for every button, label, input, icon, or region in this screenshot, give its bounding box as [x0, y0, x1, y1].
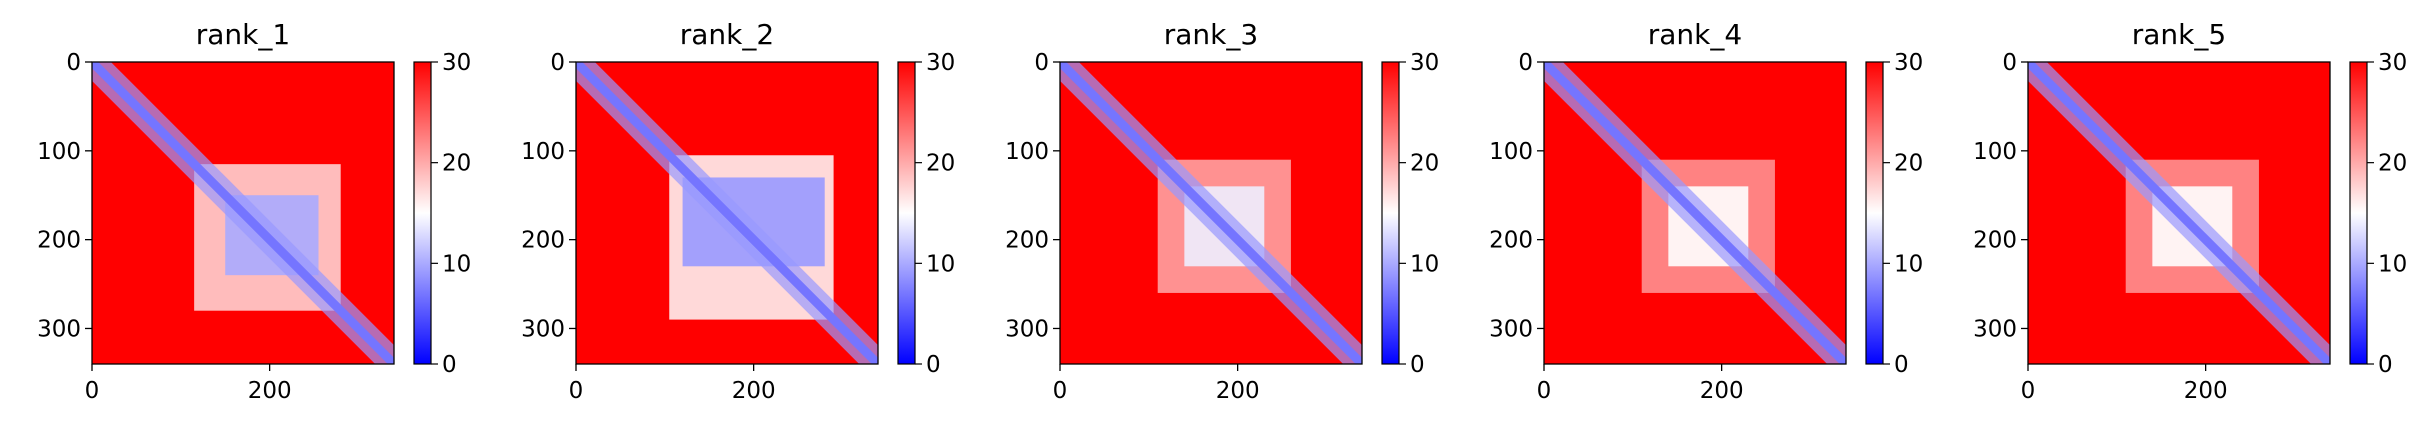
colorbar-tick-label: 10 — [1894, 251, 1923, 277]
plot-frame — [2027, 61, 2331, 365]
y-tick-label: 0 — [1518, 50, 1533, 76]
heatmap-image — [1544, 62, 1846, 364]
heatmap-image — [92, 62, 394, 364]
x-tick-label: 0 — [2021, 378, 2036, 404]
colorbar-tick-label: 30 — [1410, 50, 1439, 76]
colorbar — [897, 61, 916, 365]
colorbar-tick-label: 10 — [2378, 251, 2407, 277]
colorbar-tick-label: 10 — [926, 251, 955, 277]
near-diagonal-band — [1544, 62, 1846, 364]
colorbar-tick-label: 0 — [442, 352, 457, 378]
chart-title: rank_2 — [680, 18, 774, 51]
y-tick-label: 300 — [1005, 316, 1049, 342]
y-tick-label: 0 — [2002, 50, 2017, 76]
y-tick-label: 300 — [1973, 316, 2017, 342]
chart-title: rank_3 — [1164, 18, 1258, 51]
colorbar-tick-label: 30 — [442, 50, 471, 76]
plot-frame — [575, 61, 879, 365]
colorbar-tick-label: 10 — [1410, 251, 1439, 277]
y-tick-label: 300 — [37, 316, 81, 342]
y-tick-label: 0 — [1034, 50, 1049, 76]
x-tick-label: 200 — [732, 378, 776, 404]
colorbar — [413, 61, 432, 365]
heatmap-image — [2028, 62, 2330, 364]
y-tick-label: 300 — [1489, 316, 1533, 342]
near-diagonal-band — [2028, 62, 2330, 364]
chart-title: rank_1 — [196, 18, 290, 51]
y-tick-label: 200 — [1005, 228, 1049, 254]
y-tick-label: 300 — [521, 316, 565, 342]
colorbar — [2349, 61, 2368, 365]
y-tick-label: 100 — [521, 139, 565, 165]
colorbar-tick-label: 20 — [926, 151, 955, 177]
heatmap-panel-3: rank_3 0 100 200 300 0 200 0 10 20 30 — [1005, 18, 1439, 404]
heatmap-panel-2: rank_2 0 100 200 300 0 200 0 10 20 30 — [521, 18, 955, 404]
chart-title: rank_4 — [1648, 18, 1742, 51]
colorbar-tick-label: 20 — [1894, 151, 1923, 177]
near-diagonal-band — [92, 62, 394, 364]
x-tick-label: 200 — [1700, 378, 1744, 404]
y-tick-label: 100 — [37, 139, 81, 165]
y-tick-label: 0 — [550, 50, 565, 76]
plot-frame — [91, 61, 395, 365]
y-tick-label: 0 — [66, 50, 81, 76]
x-tick-label: 0 — [1537, 378, 1552, 404]
colorbar-tick-label: 10 — [442, 251, 471, 277]
heatmap-image — [1060, 62, 1362, 364]
colorbar-tick-label: 20 — [2378, 151, 2407, 177]
x-tick-label: 0 — [85, 378, 100, 404]
colorbar-tick-label: 0 — [2378, 352, 2393, 378]
colorbar-tick-label: 30 — [926, 50, 955, 76]
chart-title: rank_5 — [2132, 18, 2226, 51]
y-tick-label: 100 — [1005, 139, 1049, 165]
near-diagonal-band — [1060, 62, 1362, 364]
x-tick-label: 200 — [248, 378, 292, 404]
y-tick-label: 200 — [1489, 228, 1533, 254]
colorbar-tick-label: 30 — [1894, 50, 1923, 76]
y-tick-label: 100 — [1489, 139, 1533, 165]
colorbar-tick-label: 20 — [1410, 151, 1439, 177]
y-tick-label: 200 — [37, 228, 81, 254]
plot-frame — [1543, 61, 1847, 365]
colorbar — [1865, 61, 1884, 365]
y-tick-label: 200 — [521, 228, 565, 254]
near-diagonal-band — [576, 62, 878, 364]
x-tick-label: 0 — [569, 378, 584, 404]
colorbar-tick-label: 0 — [1894, 352, 1909, 378]
colorbar-tick-label: 20 — [442, 151, 471, 177]
plot-frame — [1059, 61, 1363, 365]
colorbar — [1381, 61, 1400, 365]
x-tick-label: 200 — [1216, 378, 1260, 404]
colorbar-tick-label: 30 — [2378, 50, 2407, 76]
y-tick-label: 200 — [1973, 228, 2017, 254]
heatmap-panel-5: rank_5 0 100 200 300 0 200 0 10 20 30 — [1973, 18, 2407, 404]
colorbar-tick-label: 0 — [926, 352, 941, 378]
heatmap-image — [576, 62, 878, 364]
y-tick-label: 100 — [1973, 139, 2017, 165]
colorbar-tick-label: 0 — [1410, 352, 1425, 378]
heatmap-panel-1: rank_1 0 100 200 300 0 200 0 10 20 30 — [37, 18, 471, 404]
heatmap-panel-4: rank_4 0 100 200 300 0 200 0 10 20 30 — [1489, 18, 1923, 404]
x-tick-label: 0 — [1053, 378, 1068, 404]
x-tick-label: 200 — [2184, 378, 2228, 404]
